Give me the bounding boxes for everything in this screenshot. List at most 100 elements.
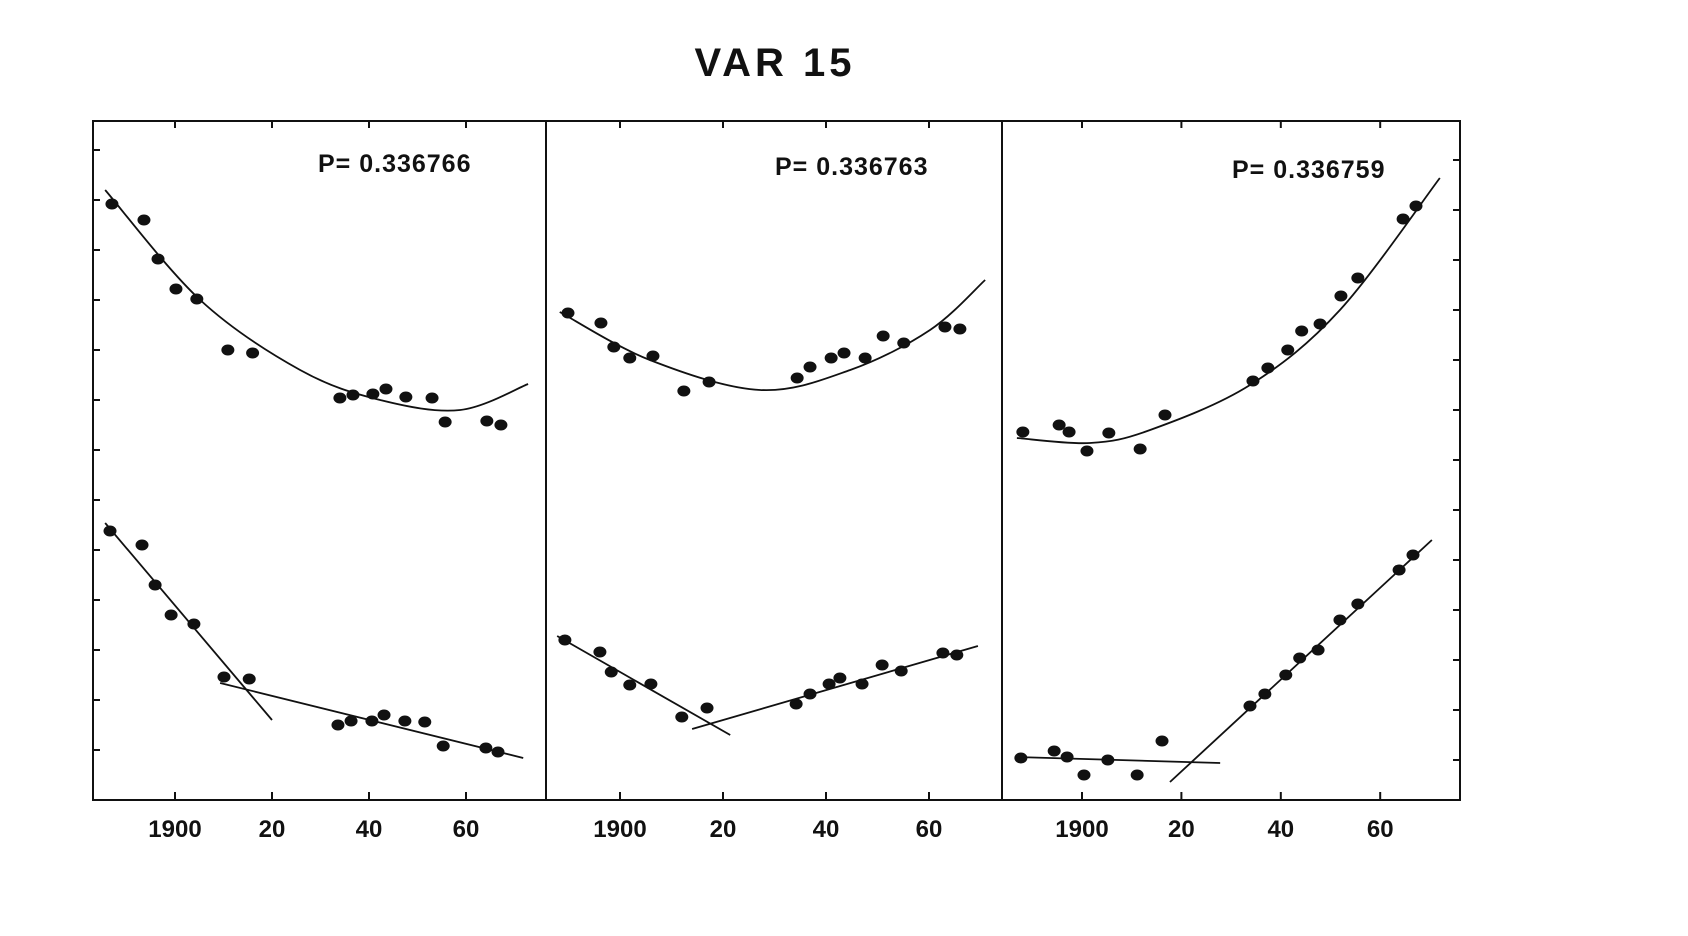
x-tick-label: 20 bbox=[1168, 816, 1195, 843]
lower-data-point bbox=[894, 665, 908, 677]
lower-data-point bbox=[1047, 745, 1061, 757]
x-tick-label: 60 bbox=[916, 816, 943, 843]
upper-data-point bbox=[561, 307, 575, 319]
upper-data-point bbox=[246, 347, 260, 359]
upper-data-point bbox=[1102, 427, 1116, 439]
upper-data-point bbox=[702, 376, 716, 388]
lower-data-point bbox=[950, 649, 964, 661]
upper-data-point bbox=[169, 283, 183, 295]
upper-data-point bbox=[346, 389, 360, 401]
upper-data-point bbox=[646, 350, 660, 362]
lower-data-point bbox=[822, 678, 836, 690]
lower-data-point bbox=[623, 679, 637, 691]
upper-data-point bbox=[594, 317, 608, 329]
upper-data-point bbox=[1295, 325, 1309, 337]
upper-data-point bbox=[677, 385, 691, 397]
upper-data-point bbox=[876, 330, 890, 342]
x-tick-label: 1900 bbox=[148, 816, 201, 843]
lower-data-point bbox=[1406, 549, 1420, 561]
lower-data-point bbox=[1014, 752, 1028, 764]
upper-data-point bbox=[151, 253, 165, 265]
panel-3: P= 0.336759 1900 20 40 60 bbox=[1014, 121, 1441, 843]
upper-data-point bbox=[1261, 362, 1275, 374]
lower-data-point bbox=[148, 579, 162, 591]
lower-data-point bbox=[377, 709, 391, 721]
lower-data-point bbox=[1293, 652, 1307, 664]
upper-data-point bbox=[333, 392, 347, 404]
lower-fit-line bbox=[1014, 756, 1221, 764]
lower-data-point bbox=[855, 678, 869, 690]
upper-data-point bbox=[438, 416, 452, 428]
lower-data-point bbox=[135, 539, 149, 551]
upper-data-point bbox=[824, 352, 838, 364]
lower-data-point bbox=[436, 740, 450, 752]
lower-data-point bbox=[365, 715, 379, 727]
lower-data-point bbox=[331, 719, 345, 731]
chart-title: VAR 15 bbox=[694, 41, 855, 85]
lower-data-point bbox=[479, 742, 493, 754]
lower-data-point bbox=[1077, 769, 1091, 781]
upper-data-point bbox=[1062, 426, 1076, 438]
upper-data-point bbox=[1409, 200, 1423, 212]
upper-data-point bbox=[221, 344, 235, 356]
upper-data-point bbox=[607, 341, 621, 353]
lower-data-point bbox=[558, 634, 572, 646]
lower-data-point bbox=[164, 609, 178, 621]
upper-data-point bbox=[1334, 290, 1348, 302]
upper-data-point bbox=[425, 392, 439, 404]
lower-data-point bbox=[1258, 688, 1272, 700]
upper-data-point bbox=[953, 323, 967, 335]
upper-data-point bbox=[494, 419, 508, 431]
upper-data-point bbox=[1158, 409, 1172, 421]
upper-data-point bbox=[803, 361, 817, 373]
lower-data-point bbox=[789, 698, 803, 710]
upper-data-point bbox=[623, 352, 637, 364]
upper-data-point bbox=[837, 347, 851, 359]
lower-data-point bbox=[1243, 700, 1257, 712]
plot-border bbox=[92, 120, 1461, 801]
lower-fit-line bbox=[691, 645, 979, 730]
upper-data-point bbox=[399, 391, 413, 403]
lower-data-point bbox=[936, 647, 950, 659]
lower-data-point bbox=[1279, 669, 1293, 681]
lower-data-point bbox=[344, 715, 358, 727]
upper-data-point bbox=[480, 415, 494, 427]
lower-data-point bbox=[187, 618, 201, 630]
x-tick-label: 20 bbox=[259, 816, 286, 843]
lower-data-point bbox=[644, 678, 658, 690]
period-label: P= 0.336763 bbox=[775, 153, 929, 181]
x-tick-label: 20 bbox=[710, 816, 737, 843]
lower-data-point bbox=[1060, 751, 1074, 763]
upper-fit-curve bbox=[1016, 177, 1441, 445]
upper-data-point bbox=[1281, 344, 1295, 356]
lower-data-point bbox=[1101, 754, 1115, 766]
upper-data-point bbox=[1016, 426, 1030, 438]
lower-data-point bbox=[418, 716, 432, 728]
upper-fit-curve bbox=[559, 279, 986, 392]
lower-data-point bbox=[398, 715, 412, 727]
period-label: P= 0.336766 bbox=[318, 150, 472, 178]
upper-data-point bbox=[858, 352, 872, 364]
upper-data-point bbox=[1313, 318, 1327, 330]
chart-frame bbox=[92, 120, 1461, 801]
x-tick-label: 40 bbox=[356, 816, 383, 843]
upper-data-point bbox=[790, 372, 804, 384]
lower-data-point bbox=[700, 702, 714, 714]
upper-data-point bbox=[1080, 445, 1094, 457]
x-tick-label: 1900 bbox=[1055, 816, 1108, 843]
x-tick-label: 40 bbox=[1267, 816, 1294, 843]
lower-data-point bbox=[103, 525, 117, 537]
upper-data-point bbox=[1351, 272, 1365, 284]
lower-data-point bbox=[1392, 564, 1406, 576]
lower-data-point bbox=[1155, 735, 1169, 747]
x-tick-label: 60 bbox=[1367, 816, 1394, 843]
upper-data-point bbox=[938, 321, 952, 333]
lower-data-point bbox=[1351, 598, 1365, 610]
lower-data-point bbox=[1311, 644, 1325, 656]
upper-data-point bbox=[137, 214, 151, 226]
upper-data-point bbox=[1246, 375, 1260, 387]
lower-data-point bbox=[833, 672, 847, 684]
panel-1: P= 0.336766 1900 20 40 60 bbox=[103, 121, 529, 843]
upper-data-point bbox=[1052, 419, 1066, 431]
